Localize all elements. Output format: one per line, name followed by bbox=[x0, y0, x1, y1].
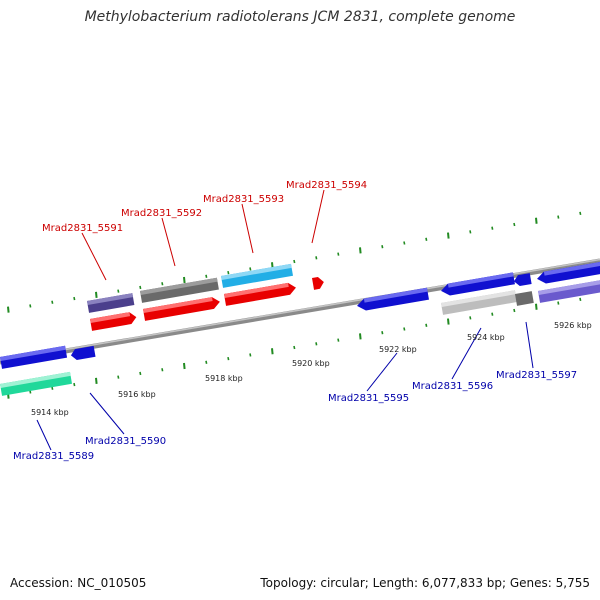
scale-tick-top bbox=[447, 232, 450, 239]
scale-tick-top bbox=[7, 306, 10, 313]
scale-tick-bottom bbox=[381, 331, 384, 335]
scale-tick-bottom bbox=[249, 353, 252, 357]
leader-line-mrad2831-5589 bbox=[36, 419, 52, 451]
scale-tick-bottom bbox=[227, 356, 230, 361]
scale-tick-bottom bbox=[491, 312, 494, 316]
scale-tick-top bbox=[381, 245, 384, 249]
scale-tick-top bbox=[557, 215, 560, 219]
scale-tick-bottom bbox=[337, 338, 340, 342]
scale-label-5922: 5922 kbp bbox=[379, 345, 417, 354]
gene-upper-blue-1-feature[interactable] bbox=[0, 345, 68, 369]
scale-tick-bottom bbox=[359, 333, 362, 340]
gene-mrad2831-5595-feature[interactable] bbox=[356, 287, 429, 312]
scale-tick-top bbox=[469, 230, 472, 234]
gene-lower-red-1-feature[interactable] bbox=[90, 311, 137, 331]
scale-label-5926: 5926 kbp bbox=[554, 321, 592, 330]
label-mrad2831-5590[interactable]: Mrad2831_5590 bbox=[85, 436, 166, 447]
scale-tick-top bbox=[491, 226, 494, 230]
scale-tick-top bbox=[161, 282, 164, 286]
gene-mrad2831-5597-feature[interactable] bbox=[538, 279, 600, 303]
gene-mrad2831-5594-feature[interactable] bbox=[312, 276, 325, 290]
scale-tick-bottom bbox=[271, 348, 274, 355]
scale-tick-top bbox=[315, 256, 318, 260]
label-mrad2831-5596[interactable]: Mrad2831_5596 bbox=[412, 381, 493, 392]
scale-tick-top bbox=[29, 304, 32, 308]
scale-tick-top bbox=[227, 270, 230, 275]
scale-tick-bottom bbox=[535, 303, 538, 310]
scale-tick-top bbox=[337, 252, 340, 256]
scale-tick-top bbox=[139, 285, 142, 290]
genome-title: Methylobacterium radiotolerans JCM 2831,… bbox=[84, 9, 516, 25]
scale-label-5918: 5918 kbp bbox=[205, 374, 243, 383]
scale-tick-top bbox=[51, 300, 54, 304]
leader-line-mrad2831-5594 bbox=[311, 189, 325, 244]
scale-tick-bottom bbox=[557, 301, 560, 305]
scale-tick-top bbox=[579, 211, 582, 216]
leader-line-mrad2831-5597 bbox=[525, 321, 534, 369]
scale-tick-bottom bbox=[403, 327, 406, 331]
scale-tick-top bbox=[513, 222, 516, 227]
leader-line-mrad2831-5595 bbox=[366, 352, 398, 392]
genome-summary-text: Topology: circular; Length: 6,077,833 bp… bbox=[260, 576, 590, 590]
scale-tick-bottom bbox=[139, 371, 142, 376]
scale-tick-top bbox=[425, 237, 428, 241]
label-mrad2831-5597[interactable]: Mrad2831_5597 bbox=[496, 370, 577, 381]
scale-tick-bottom bbox=[315, 342, 318, 346]
leader-line-mrad2831-5591 bbox=[81, 232, 107, 281]
label-mrad2831-5594[interactable]: Mrad2831_5594 bbox=[286, 180, 367, 191]
scale-tick-top bbox=[73, 296, 76, 301]
scale-tick-bottom bbox=[579, 297, 582, 302]
gene-mrad2831-5589-feature[interactable] bbox=[0, 371, 73, 396]
scale-tick-bottom bbox=[205, 360, 208, 364]
gene-upper-blue-right-feature[interactable] bbox=[536, 261, 600, 285]
leader-line-mrad2831-5592 bbox=[161, 217, 176, 267]
gene-mrad2831-5592-feature[interactable] bbox=[140, 277, 219, 303]
scale-tick-bottom bbox=[425, 323, 428, 327]
gene-lower-red-2-feature[interactable] bbox=[143, 296, 221, 321]
leader-line-mrad2831-5596 bbox=[451, 327, 482, 380]
scale-tick-top bbox=[205, 274, 208, 278]
scale-tick-bottom bbox=[73, 382, 76, 387]
gene-lower-red-3-feature[interactable] bbox=[224, 282, 297, 306]
scale-tick-top bbox=[117, 289, 120, 293]
label-mrad2831-5595[interactable]: Mrad2831_5595 bbox=[328, 393, 409, 404]
scale-tick-bottom bbox=[51, 386, 54, 390]
label-mrad2831-5591[interactable]: Mrad2831_5591 bbox=[42, 223, 123, 234]
gene-lower-grey-small-feature[interactable] bbox=[515, 291, 534, 306]
scale-label-5916: 5916 kbp bbox=[118, 390, 156, 399]
gene-mrad2831-5591-feature[interactable] bbox=[87, 293, 135, 313]
gene-mrad2831-5596-feature[interactable] bbox=[441, 290, 517, 315]
accession-text: Accession: NC_010505 bbox=[10, 576, 147, 590]
scale-tick-bottom bbox=[183, 362, 186, 370]
scale-tick-top bbox=[95, 291, 98, 298]
scale-tick-bottom bbox=[513, 308, 516, 313]
gene-mrad2831-5593-feature[interactable] bbox=[221, 263, 294, 288]
scale-label-5914: 5914 kbp bbox=[31, 408, 69, 417]
scale-tick-top bbox=[535, 217, 538, 224]
gene-mrad2831-5590-feature[interactable] bbox=[70, 345, 96, 361]
scale-label-5920: 5920 kbp bbox=[292, 359, 330, 368]
scale-tick-top bbox=[183, 276, 186, 284]
label-mrad2831-5592[interactable]: Mrad2831_5592 bbox=[121, 208, 202, 219]
scale-tick-bottom bbox=[447, 318, 450, 325]
label-mrad2831-5589[interactable]: Mrad2831_5589 bbox=[13, 451, 94, 462]
scale-tick-bottom bbox=[117, 375, 120, 379]
scale-label-5924: 5924 kbp bbox=[467, 333, 505, 342]
gene-upper-blue-small-feature[interactable] bbox=[513, 273, 532, 287]
scale-tick-top bbox=[403, 241, 406, 245]
leader-line-mrad2831-5593 bbox=[241, 203, 254, 254]
scale-tick-bottom bbox=[469, 316, 472, 320]
leader-line-mrad2831-5590 bbox=[89, 392, 125, 435]
scale-tick-top bbox=[359, 247, 362, 254]
label-mrad2831-5593[interactable]: Mrad2831_5593 bbox=[203, 194, 284, 205]
scale-tick-bottom bbox=[293, 345, 296, 350]
scale-tick-bottom bbox=[161, 368, 164, 372]
scale-tick-top bbox=[249, 267, 252, 271]
scale-tick-bottom bbox=[95, 377, 98, 384]
scale-tick-top bbox=[293, 259, 296, 264]
gene-mrad2831-5596-arrow-feature[interactable] bbox=[440, 272, 515, 296]
